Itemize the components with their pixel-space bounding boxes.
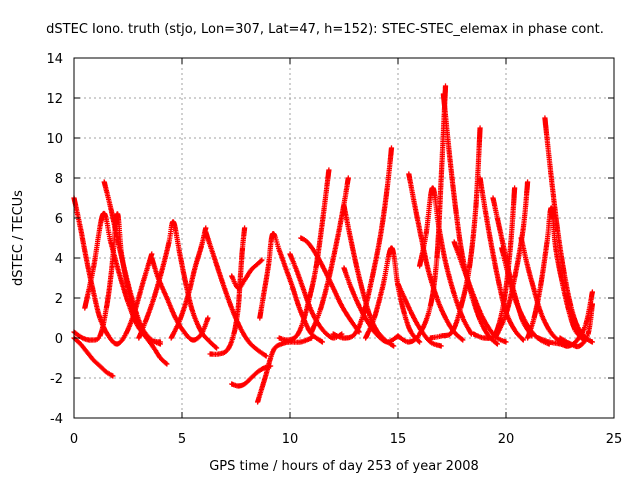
data-series [71, 211, 163, 345]
data-series [542, 115, 595, 345]
data-series [276, 167, 332, 343]
plot-frame [73, 57, 615, 419]
data-series [535, 289, 595, 349]
x-tick-label: 20 [498, 432, 515, 447]
data-series [168, 225, 209, 341]
x-tick-label: 15 [390, 432, 407, 447]
data-series-group [71, 83, 595, 405]
data-series [471, 185, 518, 341]
y-tick-label: 6 [55, 212, 63, 227]
data-point-markers [71, 211, 163, 345]
data-point-markers [257, 231, 325, 345]
data-point-markers [203, 229, 269, 359]
data-series [525, 205, 587, 343]
x-tick-label: 5 [178, 432, 186, 447]
data-point-markers [341, 265, 401, 345]
data-series [440, 91, 500, 347]
data-series [417, 185, 474, 337]
data-series [341, 265, 401, 345]
data-point-markers [417, 185, 474, 337]
data-point-markers [71, 335, 116, 379]
data-point-markers [471, 185, 518, 341]
data-series [207, 225, 248, 357]
y-tick-label: 14 [46, 52, 63, 67]
y-axis-label: dSTEC / TECUs [11, 190, 26, 286]
data-point-markers [149, 255, 211, 343]
data-series [257, 231, 325, 345]
y-tick-label: -4 [50, 412, 63, 427]
data-point-markers [136, 219, 220, 351]
data-point-markers [542, 115, 595, 345]
x-tick-label: 0 [70, 432, 78, 447]
x-tick-labels: 0 5 10 15 20 25 [70, 432, 622, 447]
y-tick-label: 12 [46, 92, 63, 107]
y-tick-label: 4 [55, 252, 63, 267]
data-series [229, 257, 265, 291]
y-tick-labels: -4 -2 0 2 4 6 8 10 12 14 [46, 52, 63, 427]
x-tick-label: 25 [606, 432, 623, 447]
x-axis-label: GPS time / hours of day 253 of year 2008 [209, 459, 479, 474]
chart-title: dSTEC Iono. truth (stjo, Lon=307, Lat=47… [46, 22, 604, 37]
data-point-markers [82, 210, 170, 367]
data-point-markers [440, 91, 500, 347]
y-tick-label: -2 [50, 372, 63, 387]
grid [74, 58, 614, 418]
data-point-markers [101, 179, 163, 347]
data-point-markers [363, 245, 423, 345]
data-point-markers [207, 225, 248, 357]
y-tick-label: 8 [55, 172, 63, 187]
data-point-markers [525, 205, 587, 343]
y-tick-label: 0 [55, 332, 63, 347]
data-series [492, 179, 531, 341]
data-series [71, 335, 116, 379]
data-point-markers [229, 257, 265, 291]
y-tick-label: 10 [46, 132, 63, 147]
x-tick-label: 10 [282, 432, 299, 447]
data-point-markers [557, 301, 595, 350]
data-point-markers [535, 289, 595, 349]
data-series [101, 179, 163, 347]
data-point-markers [492, 179, 531, 341]
data-point-markers [276, 167, 332, 343]
axis-ticks [73, 57, 615, 419]
data-series [203, 229, 269, 359]
data-series [82, 210, 170, 367]
data-series [136, 219, 220, 351]
data-series [363, 245, 423, 345]
data-point-markers [168, 225, 209, 341]
data-series [557, 301, 595, 350]
y-tick-label: 2 [55, 292, 63, 307]
data-series [149, 255, 211, 343]
